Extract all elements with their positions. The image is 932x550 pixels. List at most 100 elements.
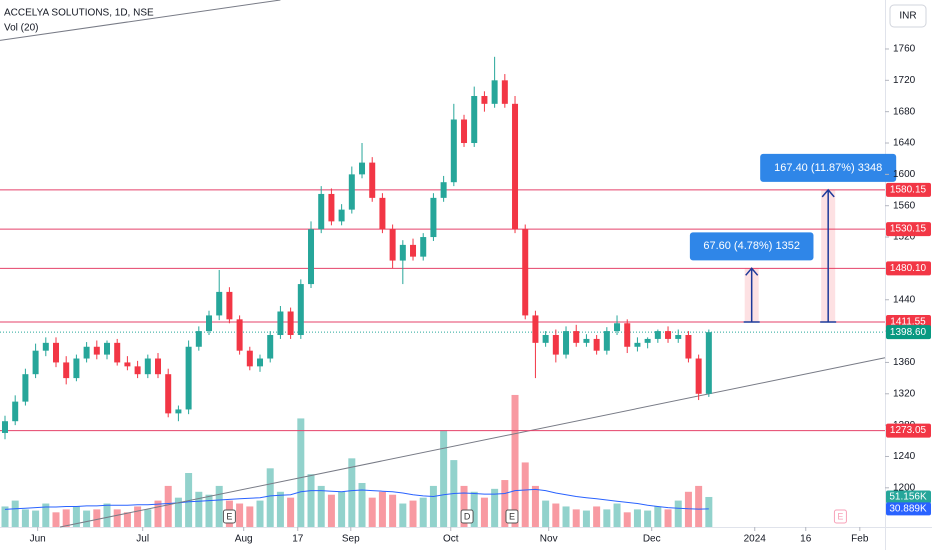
y-tick-label: 1760 <box>893 44 916 55</box>
volume-bar <box>83 510 91 527</box>
candle-body <box>308 229 315 285</box>
volume-label: 51.156K <box>889 492 927 503</box>
y-tick-label: 1320 <box>893 388 916 399</box>
candle-body <box>246 350 253 367</box>
volume-bar <box>521 462 529 527</box>
hline-label: 1480.10 <box>890 263 927 274</box>
candle-body <box>369 162 376 198</box>
candle-body <box>12 401 19 422</box>
volume-bar <box>52 512 60 527</box>
candle-body <box>420 237 427 257</box>
measure-label: 67.60 (4.78%) 1352 <box>703 240 800 252</box>
volume-bar <box>266 468 274 527</box>
measure-label-box <box>760 153 897 182</box>
volume-label: 30.889K <box>889 504 927 515</box>
y-tick-label: 1240 <box>893 451 916 462</box>
event-label[interactable]: E <box>837 511 843 521</box>
y-tick-label: 1600 <box>893 169 916 180</box>
candle-body <box>22 374 29 402</box>
volume-title: Vol (20) <box>4 23 38 34</box>
candle-body <box>614 323 621 332</box>
candle-body <box>685 335 692 359</box>
y-tick-label: 1720 <box>893 75 916 86</box>
volume-bar <box>501 480 509 527</box>
candle-body <box>114 342 121 363</box>
volume-bar <box>705 496 713 527</box>
candle-body <box>440 182 447 198</box>
candle-body <box>430 197 437 238</box>
candle-body <box>542 335 549 343</box>
y-tick-label: 1440 <box>893 294 916 305</box>
candle-body <box>634 342 641 347</box>
volume-label-box <box>886 502 931 516</box>
event-label[interactable]: D <box>464 511 471 521</box>
volume-bar <box>593 506 601 527</box>
hline-label: 1580.15 <box>890 185 927 196</box>
volume-bar <box>684 491 692 527</box>
candle-body <box>73 358 80 379</box>
x-tick-label: Jul <box>136 534 149 545</box>
volume-bar <box>623 512 631 527</box>
volume-bar <box>32 510 40 527</box>
candle-body <box>491 80 498 104</box>
volume-pane <box>1 394 713 527</box>
currency-box[interactable] <box>889 4 927 28</box>
candle-body <box>206 315 213 332</box>
volume-bar <box>93 509 101 527</box>
volume-bar <box>440 430 448 527</box>
measure-head <box>745 267 759 276</box>
candle-body <box>399 244 406 261</box>
candle-body <box>675 335 682 339</box>
candle-body <box>195 331 202 347</box>
volume-bar <box>419 497 427 527</box>
candle-body <box>624 323 631 347</box>
candle-body <box>185 346 192 410</box>
candle-body <box>297 284 304 336</box>
volume-bar <box>470 491 478 527</box>
volume-bar <box>460 485 468 527</box>
candle-body <box>593 338 600 351</box>
y-tick-label: 1680 <box>893 106 916 117</box>
x-tick-label: Oct <box>443 534 459 545</box>
candle-body <box>338 209 345 222</box>
volume-bar <box>1 506 9 527</box>
y-tick-label: 1200 <box>893 482 916 493</box>
volume-bar <box>256 500 264 527</box>
candle-body <box>267 335 274 359</box>
y-tick-label: 1360 <box>893 357 916 368</box>
volume-bar <box>654 506 662 527</box>
event-marker[interactable] <box>505 509 519 524</box>
volume-bar <box>348 458 356 527</box>
currency[interactable]: INR <box>899 11 916 22</box>
x-tick-label: 16 <box>800 534 812 545</box>
event-marker[interactable] <box>222 509 236 524</box>
volume-bar <box>399 503 407 527</box>
event-marker[interactable] <box>833 509 847 524</box>
volume-bar <box>113 509 121 527</box>
volume-bar <box>174 497 182 527</box>
event-label[interactable]: E <box>226 511 232 521</box>
volume-bar <box>185 473 193 527</box>
candle-body <box>42 342 49 351</box>
candle-body <box>124 362 131 367</box>
plot: 67.60 (4.78%) 1352 167.40 (11.87%) 3348 E D… <box>0 0 897 528</box>
candle-body <box>93 346 100 355</box>
candle-body <box>53 342 60 363</box>
event-marker[interactable] <box>460 509 474 524</box>
volume-bar <box>11 500 19 527</box>
candle-body <box>410 244 417 257</box>
candle-body <box>348 174 355 210</box>
volume-bar <box>307 474 315 527</box>
volume-bar <box>154 500 162 527</box>
event-label[interactable]: E <box>509 511 515 521</box>
candle-body <box>144 358 151 375</box>
x-tick-label: Nov <box>540 534 558 545</box>
volume-bar <box>480 497 488 527</box>
volume-bar <box>215 485 223 527</box>
candle-body <box>236 319 243 351</box>
volume-bar <box>327 494 335 527</box>
volume-bar <box>72 506 80 527</box>
hline-label-box <box>886 423 931 438</box>
candle-body <box>603 331 610 351</box>
